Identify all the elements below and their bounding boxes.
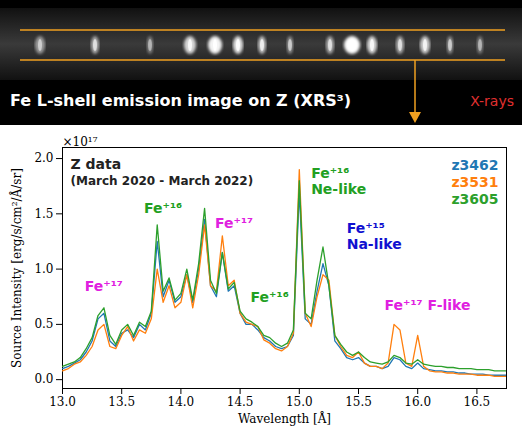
svg-text:1.0: 1.0 (34, 262, 53, 276)
svg-text:Fe⁺¹⁶: Fe⁺¹⁶ (251, 289, 289, 305)
svg-text:Source Intensity [erg/s/cm²/Å/: Source Intensity [erg/s/cm²/Å/sr] (9, 168, 24, 368)
svg-text:14.0: 14.0 (168, 395, 195, 409)
svg-text:13.5: 13.5 (108, 395, 135, 409)
svg-text:Fe⁺¹⁵Na-like: Fe⁺¹⁵Na-like (347, 220, 402, 252)
svg-text:Fe⁺¹⁷ F-like: Fe⁺¹⁷ F-like (385, 297, 471, 313)
svg-text:0.0: 0.0 (34, 372, 53, 386)
svg-text:z3462: z3462 (451, 157, 498, 173)
svg-text:1.5: 1.5 (34, 207, 53, 221)
svg-text:2.0: 2.0 (34, 151, 53, 165)
svg-text:15.0: 15.0 (286, 395, 313, 409)
svg-text:(March 2020 - March 2022): (March 2020 - March 2022) (71, 174, 254, 188)
svg-text:Fe⁺¹⁶: Fe⁺¹⁶ (144, 200, 182, 216)
svg-text:z3605: z3605 (451, 191, 498, 207)
svg-text:Fe L-shell emission image on Z: Fe L-shell emission image on Z (XRS³) (10, 91, 351, 110)
svg-text:Z data: Z data (71, 156, 122, 172)
svg-text:15.5: 15.5 (345, 395, 372, 409)
svg-text:16.0: 16.0 (404, 395, 431, 409)
svg-text:13.0: 13.0 (49, 395, 76, 409)
svg-text:Fe⁺¹⁷: Fe⁺¹⁷ (85, 278, 123, 294)
svg-text:Fe⁺¹⁶Ne-like: Fe⁺¹⁶Ne-like (311, 165, 366, 197)
svg-text:14.5: 14.5 (227, 395, 254, 409)
svg-text:0.5: 0.5 (34, 317, 53, 331)
svg-text:z3531: z3531 (451, 174, 498, 190)
svg-text:16.5: 16.5 (464, 395, 491, 409)
svg-text:X-rays: X-rays (470, 93, 514, 109)
svg-text:×10¹⁷: ×10¹⁷ (63, 135, 98, 149)
svg-text:Fe⁺¹⁷: Fe⁺¹⁷ (215, 215, 253, 231)
svg-text:Wavelength [Å]: Wavelength [Å] (238, 411, 331, 426)
